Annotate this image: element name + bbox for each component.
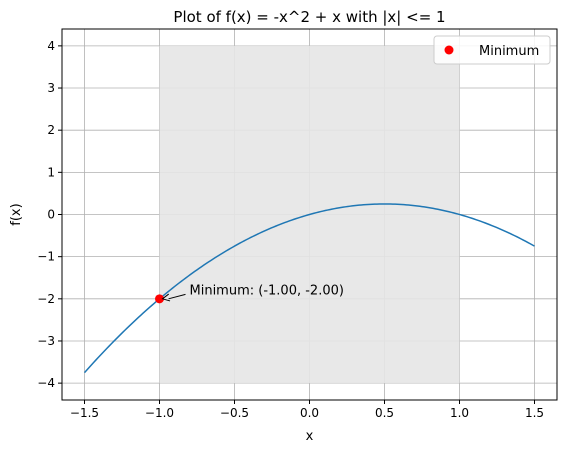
minimum-point: [155, 294, 164, 304]
annotation-arrow-head: [161, 293, 171, 302]
x-tick-label: 1.0: [450, 406, 469, 420]
legend-label: Minimum: [479, 44, 539, 59]
y-tick-label: −1: [37, 250, 55, 264]
y-tick-label: −3: [37, 334, 55, 348]
y-tick-label: 2: [47, 123, 55, 137]
y-tick-label: 3: [47, 81, 55, 95]
y-tick-label: 0: [47, 208, 55, 222]
annotation-text: Minimum: (-1.00, -2.00): [190, 283, 344, 298]
chart-title: Plot of f(x) = -x^2 + x with |x| <= 1: [173, 8, 445, 26]
y-axis-label: f(x): [9, 203, 24, 225]
y-tick-label: −2: [37, 292, 55, 306]
x-tick-label: −0.5: [220, 406, 249, 420]
x-tick-label: −1.5: [70, 406, 99, 420]
x-tick-label: 1.5: [525, 406, 544, 420]
legend: Minimum: [433, 35, 551, 65]
y-tick-label: 1: [47, 165, 55, 179]
x-tick-label: −1.0: [145, 406, 174, 420]
x-axis-label: x: [306, 429, 314, 444]
legend-marker: [444, 45, 454, 55]
minimum-marker: [155, 294, 164, 304]
y-tick-label: 4: [47, 39, 55, 53]
annotation-arrow-line: [168, 293, 186, 300]
y-tick-label: −4: [37, 376, 55, 390]
annotation: Minimum: (-1.00, -2.00): [161, 283, 344, 302]
x-tick-label: 0.0: [300, 406, 319, 420]
y-axis-ticks: −4 −3 −2 −1 0 1 2 3 4: [37, 39, 62, 390]
x-tick-label: 0.5: [375, 406, 394, 420]
x-axis-ticks: −1.5 −1.0 −0.5 0.0 0.5 1.0 1.5: [70, 400, 544, 420]
legend-box: [433, 35, 551, 65]
